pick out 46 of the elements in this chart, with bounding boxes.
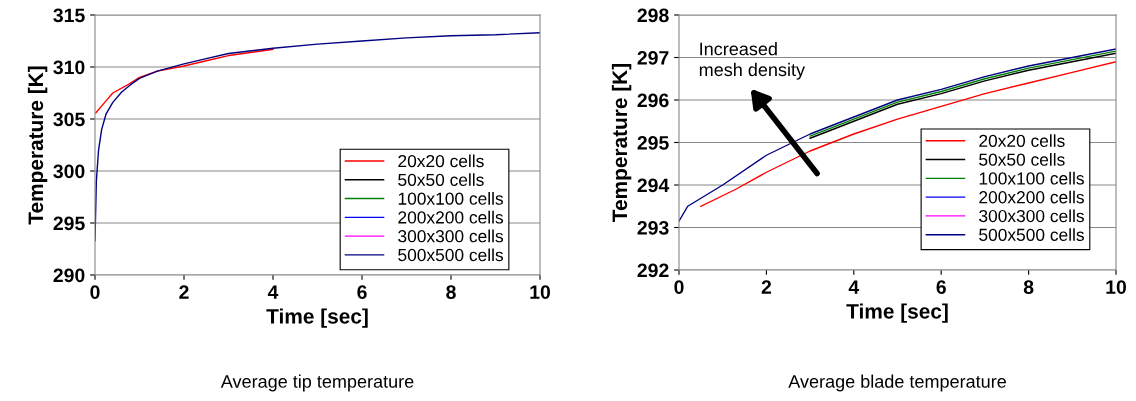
x-axis-title: Time [sec] — [846, 303, 948, 323]
y-tick-label: 290 — [53, 268, 85, 283]
y-tick-label: 295 — [637, 135, 669, 150]
y-tick-label: 305 — [53, 112, 85, 127]
legend-label: 100x100 cells — [398, 192, 504, 205]
y-tick-label: 298 — [637, 8, 669, 23]
y-tick-label: 296 — [637, 93, 669, 108]
line-series — [700, 61, 1116, 207]
y-tick-label: 310 — [53, 60, 85, 75]
x-tick-label: 2 — [761, 280, 772, 294]
y-tick-label: 300 — [53, 164, 85, 179]
x-tick-label: 2 — [179, 285, 189, 299]
annotation: Increased mesh density — [699, 42, 806, 80]
y-tick-label: 293 — [637, 220, 669, 235]
x-tick-label: 6 — [936, 280, 946, 294]
y-axis-title: Temperature [K] — [27, 66, 48, 225]
x-tick-label: 10 — [530, 285, 551, 299]
legend-label: 200x200 cells — [979, 190, 1084, 204]
x-tick-label: 8 — [446, 285, 456, 299]
x-tick-label: 8 — [1023, 280, 1034, 294]
legend-label: 300x300 cells — [398, 229, 504, 243]
y-tick-label: 295 — [53, 216, 85, 231]
legend-label: 20x20 cells — [979, 134, 1065, 148]
x-tick-label: 4 — [848, 280, 860, 294]
y-tick-label: 315 — [53, 8, 85, 23]
x-tick-label: 0 — [90, 285, 100, 299]
x-tick-label: 4 — [267, 285, 279, 299]
x-axis-title: Time [sec] — [266, 308, 368, 328]
text: Average blade temperature — [788, 374, 1006, 392]
text: Average tip temperature — [220, 374, 414, 392]
legend-label: 200x200 cells — [398, 210, 504, 224]
line-series — [95, 48, 274, 114]
legend-label: 300x300 cells — [979, 209, 1084, 223]
y-tick-label: 294 — [637, 178, 670, 193]
y-tick-label: 292 — [637, 263, 669, 278]
legend-label: 100x100 cells — [979, 171, 1084, 185]
x-tick-label: 0 — [674, 280, 684, 294]
y-axis-title: Temperature [K] — [611, 63, 632, 222]
legend-label: 500x500 cells — [398, 248, 504, 262]
legend-label: 50x50 cells — [979, 153, 1065, 166]
y-tick-label: 297 — [637, 50, 669, 65]
x-tick-label: 10 — [1106, 280, 1127, 294]
legend-label: 50x50 cells — [398, 173, 484, 187]
legend-label: 500x500 cells — [979, 228, 1084, 241]
legend-label: 20x20 cells — [398, 154, 484, 168]
x-tick-label: 6 — [357, 285, 367, 299]
